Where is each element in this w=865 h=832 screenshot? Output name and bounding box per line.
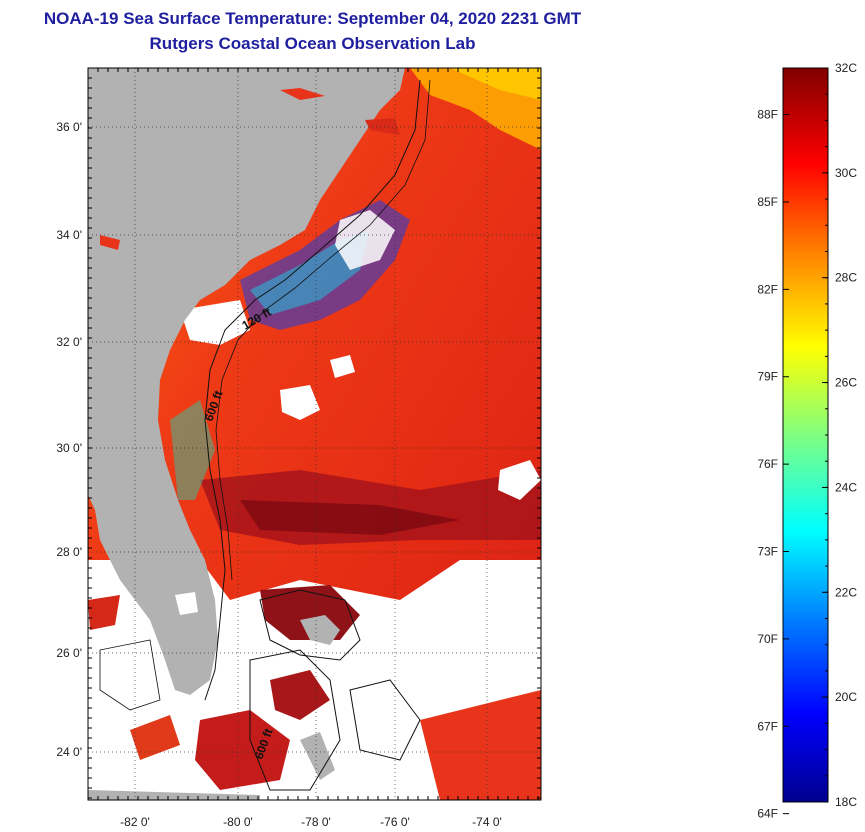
colorbar-celsius-label: 26C — [835, 376, 857, 390]
colorbar-fahrenheit-label: 73F — [757, 545, 778, 559]
cloud-cover — [335, 210, 395, 270]
lon-label: -82 0' — [120, 815, 150, 829]
river — [280, 88, 325, 100]
colorbar-celsius-label: 18C — [835, 795, 857, 809]
lon-label: -74 0' — [472, 815, 502, 829]
sst-patch — [195, 710, 290, 790]
lat-label: 28 0' — [56, 545, 82, 559]
cloud-cover — [280, 385, 320, 420]
colorbar-fahrenheit-label: 76F — [757, 457, 778, 471]
contour-line — [249, 649, 341, 791]
estuary — [365, 118, 400, 135]
lake — [175, 592, 198, 615]
colorbar-fahrenheit-label: 79F — [757, 370, 778, 384]
colorbar-fahrenheit-label: 88F — [757, 108, 778, 122]
gulf-stream-core — [240, 500, 460, 535]
colorbar-celsius-label: 28C — [835, 271, 857, 285]
colorbar-fahrenheit-label: 82F — [757, 282, 778, 296]
colorbar-fahrenheit-label: 64F — [757, 807, 778, 821]
colorbar-celsius-label: 24C — [835, 480, 857, 494]
colorbar-celsius-label: 22C — [835, 585, 857, 599]
island — [300, 615, 340, 645]
island — [300, 732, 335, 780]
contour-line — [204, 79, 421, 701]
lat-label: 30 0' — [56, 441, 82, 455]
map-frame — [87, 67, 542, 801]
sst-patch — [88, 595, 120, 630]
river — [100, 235, 120, 250]
sst-patch — [270, 670, 330, 720]
lat-label: 32 0' — [56, 335, 82, 349]
colorbar-fahrenheit-label: 70F — [757, 632, 778, 646]
cool-water-band — [170, 400, 215, 500]
contour-line — [215, 79, 431, 581]
cloud-cover — [498, 460, 541, 500]
contour-line — [259, 589, 361, 661]
colorbar-ticks — [783, 67, 828, 815]
land-mass — [88, 68, 405, 695]
lat-label: 36 0' — [56, 120, 82, 134]
sst-map: 120 ft 600 ft 600 ft 36 0' 34 0' 32 0' 3… — [56, 67, 542, 829]
sst-patch — [130, 715, 180, 760]
lon-label: -80 0' — [223, 815, 253, 829]
map-title: NOAA-19 Sea Surface Temperature: Septemb… — [43, 9, 582, 28]
lon-label: -76 0' — [380, 815, 410, 829]
warm-water-patch — [450, 68, 541, 100]
contour-line — [99, 639, 161, 711]
colorbar-fahrenheit-label: 85F — [757, 195, 778, 209]
map-subtitle: Rutgers Coastal Ocean Observation Lab — [149, 34, 476, 53]
cloud-cover — [180, 300, 250, 345]
colorbar-fahrenheit-label: 67F — [757, 719, 778, 733]
lat-label: 24 0' — [56, 745, 82, 759]
lon-label: -78 0' — [301, 815, 331, 829]
colorbar-celsius-label: 30C — [835, 166, 857, 180]
frame-ticks — [87, 67, 541, 800]
lat-label: 26 0' — [56, 646, 82, 660]
land-mass — [88, 790, 260, 800]
cloud-cover — [330, 355, 355, 378]
lat-label: 34 0' — [56, 228, 82, 242]
sst-patch — [420, 690, 541, 800]
colorbar-celsius-label: 32C — [835, 61, 857, 75]
contour-line — [349, 679, 421, 761]
colorbar-gradient — [782, 67, 829, 803]
colorbar-celsius-label: 20C — [835, 690, 857, 704]
